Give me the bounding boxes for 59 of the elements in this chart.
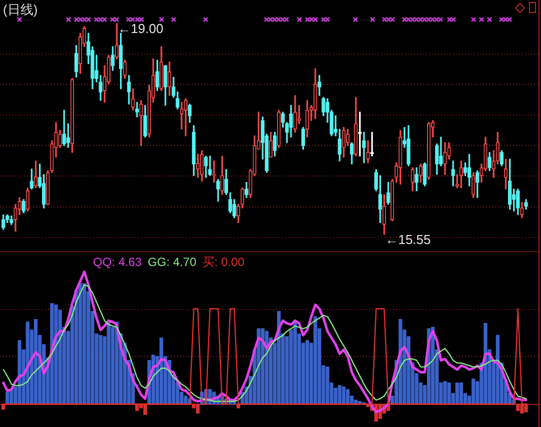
bar [98,334,102,404]
candlestick [305,100,310,138]
bar [314,316,318,404]
bar [106,322,111,404]
candlestick [212,160,216,183]
bar [82,283,86,404]
bar [78,283,82,404]
bar [346,389,350,404]
candlestick [342,126,346,158]
candlestick [443,142,447,175]
candlestick [70,78,74,153]
candlestick [472,172,476,198]
bar [50,303,54,404]
bar [196,404,200,414]
candlestick [208,156,212,176]
candlestick [354,97,358,156]
candlestick [418,164,423,183]
candlestick [135,102,139,118]
annotation: ←19.00 [118,20,164,36]
candlestick [34,160,38,188]
candlestick [370,132,374,156]
bar [326,366,330,404]
candlestick [362,132,366,164]
candlestick [410,167,414,192]
candlestick [123,60,127,79]
chart-title: (日线) [3,2,38,17]
bar [455,382,459,404]
candlestick [131,88,135,111]
bar [447,382,451,404]
bar [293,322,297,404]
candlestick [314,68,318,120]
candlestick [504,158,508,190]
annotation: ←15.55 [385,232,431,247]
text: GG: 4.70 [148,255,196,269]
candlestick [184,98,188,136]
bar [484,322,488,404]
bar [459,382,464,404]
bar [443,381,447,404]
candlestick [346,128,350,146]
candlestick [160,46,164,91]
candlestick [293,95,297,133]
candlestick [382,194,386,235]
candlestick [168,62,172,96]
candlestick [366,140,370,164]
bar [54,304,58,404]
text: 买: 0.00 [202,255,244,269]
bar [338,385,342,404]
bar [18,340,22,404]
candlestick [426,122,431,180]
bar [342,386,346,404]
series-label: QQ: 4.63 [93,255,142,269]
candlestick [58,130,62,148]
candlestick [114,23,119,60]
candlestick [26,188,30,212]
bar [472,378,476,404]
candlestick [520,202,524,218]
bar [305,340,310,404]
candlestick [277,110,281,148]
candlestick [398,130,402,184]
